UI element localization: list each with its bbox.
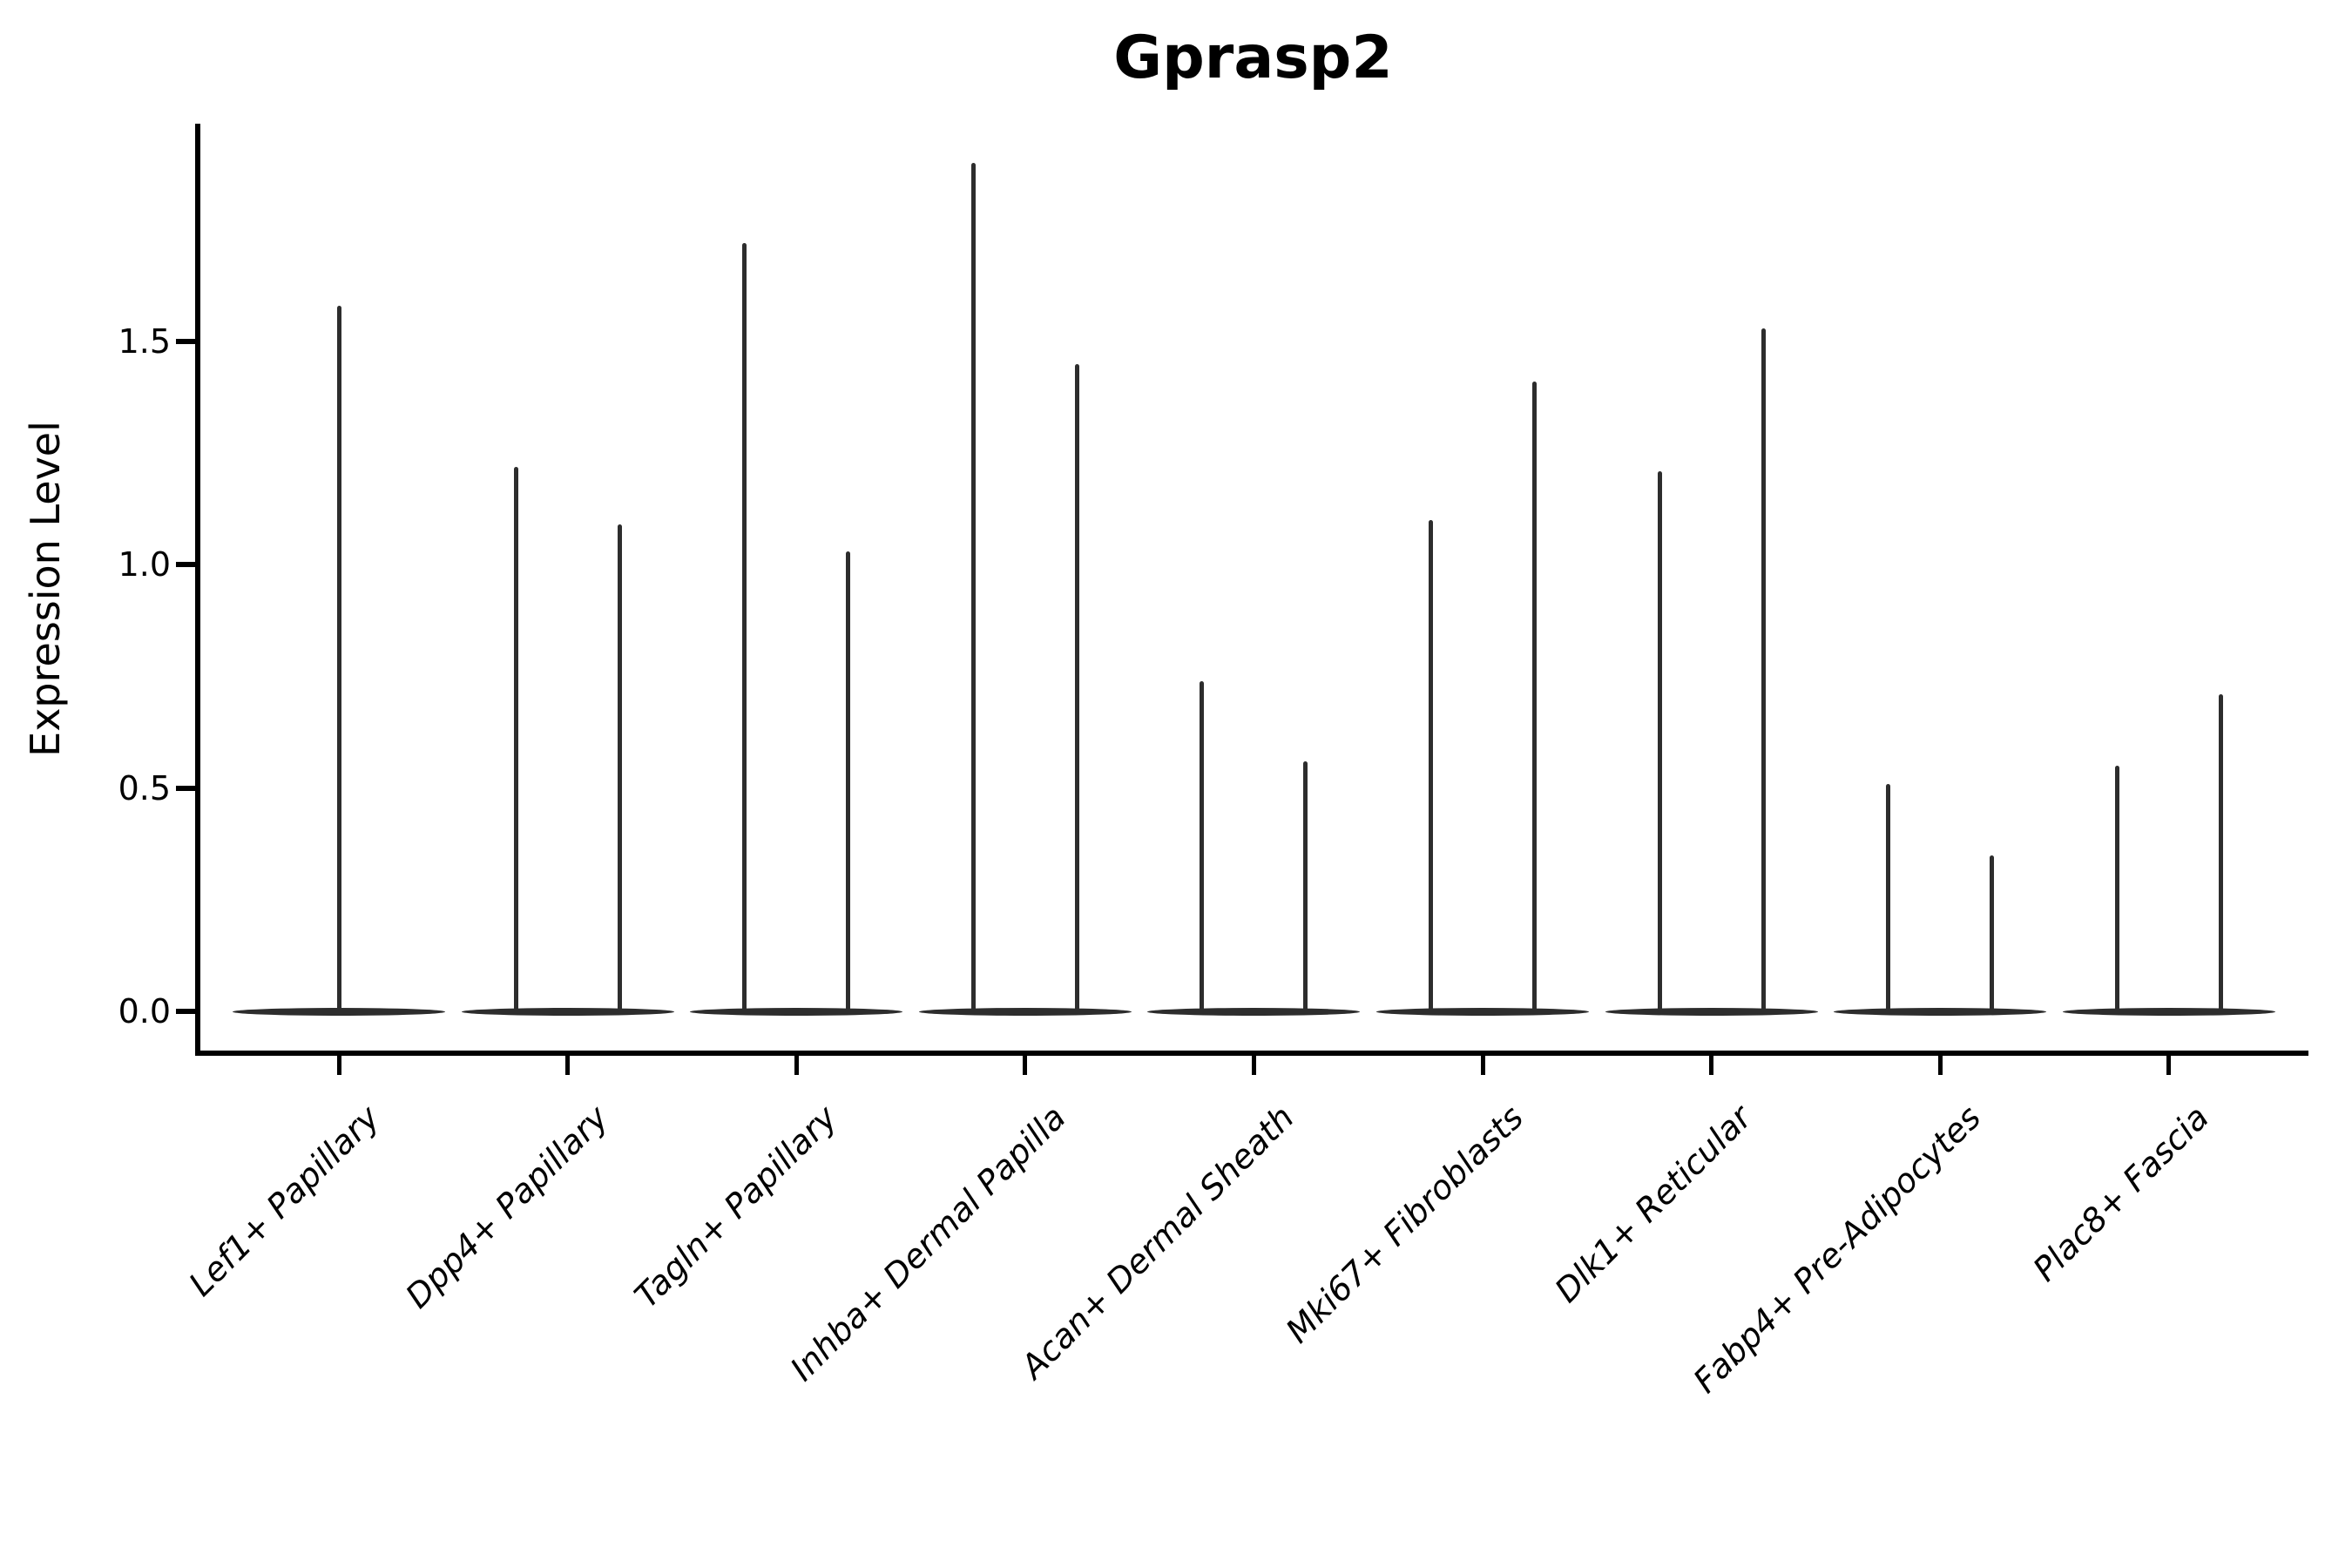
y-tick-label: 0.5: [118, 768, 171, 808]
chart-title: Gprasp2: [1113, 24, 1393, 92]
x-tick-mark: [336, 1056, 341, 1075]
violin-spike: [1990, 855, 1995, 1014]
violin-spike: [1761, 328, 1766, 1014]
x-tick-label: Plac8+ Fascia: [2025, 1098, 2217, 1289]
violin-zero-bar: [1834, 1007, 2047, 1016]
violin-spike: [1886, 783, 1891, 1014]
x-tick-label: Dlk1+ Reticular: [1547, 1098, 1760, 1310]
x-tick-label: Dpp4+ Papillary: [397, 1098, 616, 1316]
violin-zero-bar: [1147, 1007, 1361, 1016]
x-tick-label: Mki67+ Fibroblasts: [1278, 1098, 1531, 1351]
y-axis-label: Expression Level: [22, 421, 69, 757]
y-tick-label: 1.0: [118, 545, 171, 585]
x-tick-mark: [2166, 1056, 2172, 1075]
x-tick-mark: [1251, 1056, 1256, 1075]
violin-spike: [846, 551, 851, 1014]
y-tick-label: 1.5: [118, 321, 171, 361]
violin-spike: [1200, 680, 1205, 1014]
x-tick-mark: [565, 1056, 571, 1075]
violin-spike: [1303, 760, 1308, 1014]
violin-zero-bar: [918, 1007, 1132, 1016]
violin-spike: [336, 305, 341, 1014]
violin-spike: [1532, 382, 1537, 1014]
y-tick-mark: [176, 562, 195, 568]
violin-spike: [2114, 766, 2119, 1014]
x-tick-label: Tagln+ Papillary: [626, 1098, 844, 1315]
y-tick-label: 0.0: [118, 992, 171, 1031]
violin-zero-bar: [1605, 1007, 1818, 1016]
x-tick-mark: [1709, 1056, 1714, 1075]
violin-spike: [970, 162, 976, 1014]
violin-spike: [1074, 363, 1079, 1014]
x-tick-label: Acan+ Dermal Sheath: [1013, 1098, 1302, 1386]
x-tick-mark: [1937, 1056, 1943, 1075]
violin-spike: [2218, 693, 2223, 1014]
violin-spike: [1657, 470, 1662, 1014]
violin-zero-bar: [2062, 1007, 2275, 1016]
violin-spike: [1429, 520, 1433, 1014]
x-tick-mark: [794, 1056, 799, 1075]
violin-spike: [617, 524, 622, 1014]
x-tick-mark: [1480, 1056, 1485, 1075]
violin-spike: [742, 243, 747, 1014]
violin-zero-bar: [1376, 1007, 1589, 1016]
violin-zero-bar: [690, 1007, 903, 1016]
y-tick-mark: [176, 1009, 195, 1014]
violin-spike: [513, 466, 518, 1014]
y-tick-mark: [176, 338, 195, 344]
x-tick-mark: [1023, 1056, 1028, 1075]
violin-zero-bar: [461, 1007, 674, 1016]
y-axis-spine: [195, 124, 200, 1056]
y-tick-mark: [176, 785, 195, 791]
x-axis-spine: [195, 1051, 2308, 1056]
x-tick-label: Lef1+ Papillary: [180, 1098, 387, 1304]
